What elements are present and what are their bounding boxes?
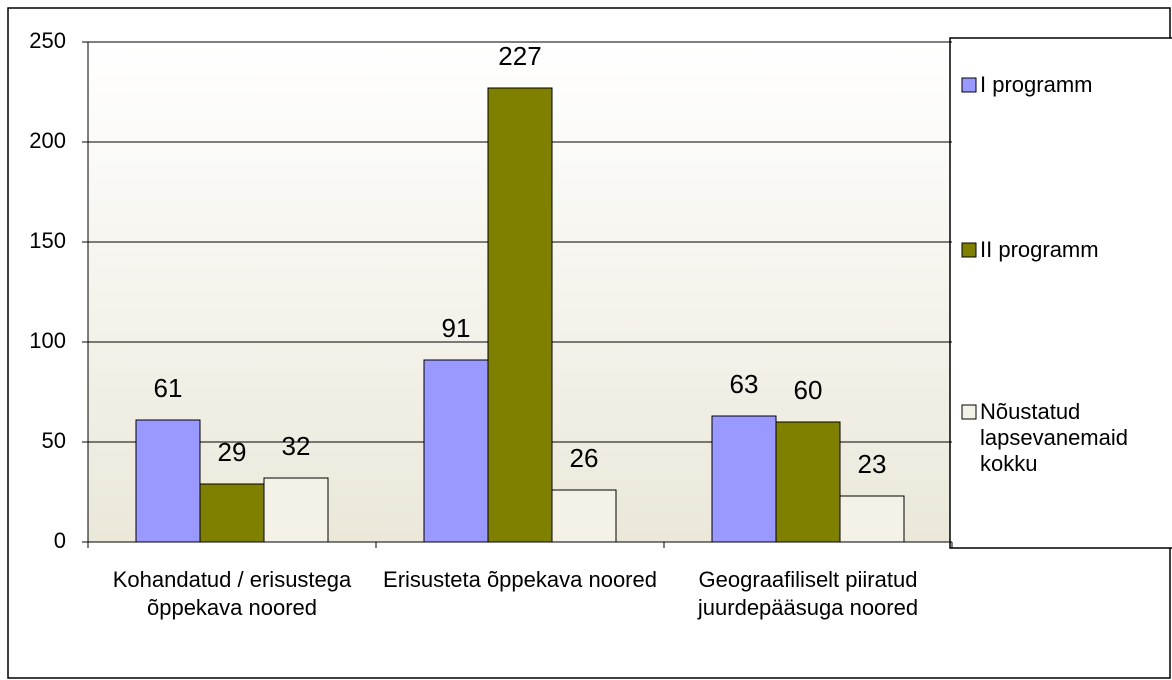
x-tick-label: Erisusteta õppekava noored	[383, 567, 657, 592]
legend-label: Nõustatud lapsevanemaid kokku	[980, 399, 1128, 476]
bar	[487, 87, 553, 543]
bar	[263, 477, 329, 543]
bar	[775, 421, 841, 543]
legend-box	[949, 37, 1172, 549]
data-label: 23	[858, 449, 887, 479]
y-tick-label: 100	[29, 328, 66, 353]
legend-swatch	[961, 242, 977, 258]
x-tick-label: Geograafiliselt piiratud juurdepääsuga n…	[697, 567, 919, 620]
data-label: 61	[154, 373, 183, 403]
data-label: 63	[730, 369, 759, 399]
legend-swatch	[961, 77, 977, 93]
bar	[839, 495, 905, 543]
data-label: 60	[794, 375, 823, 405]
x-tick-label: Kohandatud / erisustega õppekava noored	[112, 567, 352, 620]
bar	[551, 489, 617, 543]
bar	[135, 419, 201, 543]
bar	[711, 415, 777, 543]
legend-label: I programm	[980, 72, 1093, 97]
y-tick-label: 150	[29, 228, 66, 253]
bar	[423, 359, 489, 543]
data-label: 91	[442, 313, 471, 343]
bar	[199, 483, 265, 543]
data-label: 32	[282, 431, 311, 461]
data-label: 29	[218, 437, 247, 467]
y-tick-label: 200	[29, 128, 66, 153]
legend-label: II programm	[980, 237, 1099, 262]
data-label: 26	[570, 443, 599, 473]
data-label: 227	[498, 41, 541, 71]
y-tick-label: 250	[29, 28, 66, 53]
y-tick-label: 0	[54, 528, 66, 553]
legend-swatch	[961, 404, 977, 420]
y-tick-label: 50	[42, 428, 66, 453]
